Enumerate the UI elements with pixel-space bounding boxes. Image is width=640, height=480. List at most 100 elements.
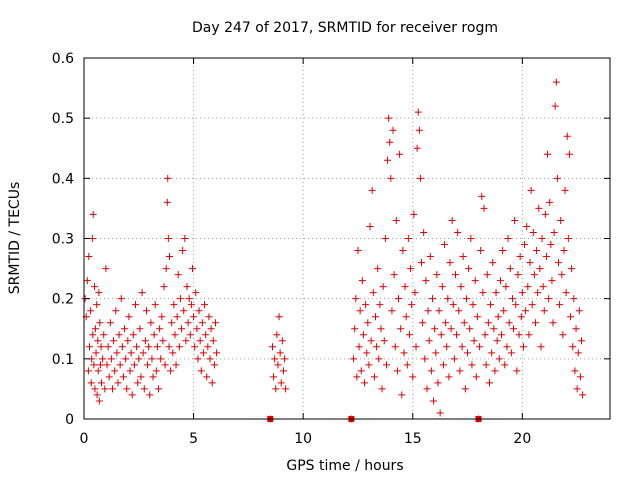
data-point — [353, 373, 361, 381]
data-point — [190, 313, 198, 321]
data-point — [202, 331, 210, 339]
data-point — [546, 198, 554, 206]
data-point — [517, 313, 525, 321]
data-point — [150, 331, 158, 339]
data-point — [399, 247, 407, 255]
data-point — [155, 385, 163, 393]
data-point — [156, 325, 164, 333]
data-point — [208, 379, 216, 387]
data-point — [412, 343, 420, 351]
data-point — [378, 385, 386, 393]
data-point — [518, 289, 526, 297]
data-point — [92, 349, 100, 357]
data-point — [124, 337, 132, 345]
data-point — [181, 235, 189, 242]
data-point — [439, 361, 447, 369]
data-point — [454, 228, 462, 236]
x-tick-label: 10 — [294, 431, 312, 447]
data-point — [449, 301, 457, 309]
data-point — [422, 277, 430, 285]
data-point — [113, 349, 121, 357]
data-point — [558, 271, 566, 279]
data-point — [389, 126, 397, 134]
data-point — [142, 307, 150, 315]
data-point — [450, 355, 458, 363]
data-point — [442, 319, 450, 327]
data-point — [186, 331, 194, 339]
data-point — [153, 343, 161, 351]
data-point — [164, 174, 172, 182]
data-point — [538, 235, 546, 242]
data-point — [476, 343, 484, 351]
data-point — [468, 361, 476, 369]
data-point — [174, 271, 182, 279]
data-point — [561, 186, 569, 194]
data-point — [579, 391, 587, 399]
data-point — [472, 373, 480, 381]
data-point — [94, 367, 102, 375]
data-point — [547, 241, 555, 249]
data-point — [490, 325, 498, 333]
data-point — [469, 301, 477, 309]
data-point — [405, 331, 413, 339]
data-point — [129, 331, 137, 339]
data-point — [198, 319, 206, 327]
data-point — [436, 409, 444, 417]
data-point — [91, 385, 99, 393]
data-point — [573, 385, 581, 393]
data-point — [277, 379, 285, 387]
data-point — [104, 343, 112, 351]
data-point — [541, 210, 549, 218]
data-point — [550, 228, 558, 236]
data-point — [139, 349, 147, 357]
data-point — [530, 271, 538, 279]
data-point — [111, 367, 119, 375]
data-point — [485, 379, 493, 387]
data-point — [168, 319, 176, 327]
data-point — [364, 319, 372, 327]
data-point — [362, 301, 370, 309]
data-point — [401, 283, 409, 291]
data-point — [281, 355, 289, 363]
data-point — [191, 343, 199, 351]
data-point — [94, 337, 102, 345]
data-point — [529, 228, 537, 236]
data-point — [182, 337, 190, 345]
data-point — [273, 331, 281, 339]
data-point — [192, 289, 200, 297]
data-point — [164, 235, 172, 242]
data-point — [502, 283, 510, 291]
data-point — [418, 259, 426, 267]
data-point — [212, 319, 219, 327]
data-point — [512, 301, 520, 309]
data-point — [178, 325, 186, 333]
data-point — [373, 343, 381, 351]
data-point — [438, 283, 446, 291]
data-point — [451, 271, 459, 279]
data-point — [112, 307, 120, 315]
data-point — [125, 313, 133, 321]
data-point — [432, 349, 440, 357]
data-point — [167, 367, 175, 375]
data-point — [480, 204, 488, 212]
data-point — [487, 301, 495, 309]
data-point — [350, 355, 358, 363]
data-point — [455, 307, 463, 315]
data-point — [118, 343, 126, 351]
data-point — [403, 361, 411, 369]
data-point — [351, 325, 359, 333]
y-tick-label: 0.4 — [52, 171, 74, 187]
data-point — [144, 361, 152, 369]
data-point — [152, 367, 160, 375]
data-point — [157, 355, 165, 363]
data-point — [500, 307, 508, 315]
data-point — [132, 301, 140, 309]
data-point — [193, 325, 201, 333]
data-point — [448, 216, 456, 224]
data-point — [516, 253, 524, 261]
data-point — [386, 138, 394, 146]
data-point — [180, 307, 188, 315]
data-point — [390, 271, 398, 279]
data-point — [413, 144, 421, 152]
data-point — [416, 174, 424, 182]
